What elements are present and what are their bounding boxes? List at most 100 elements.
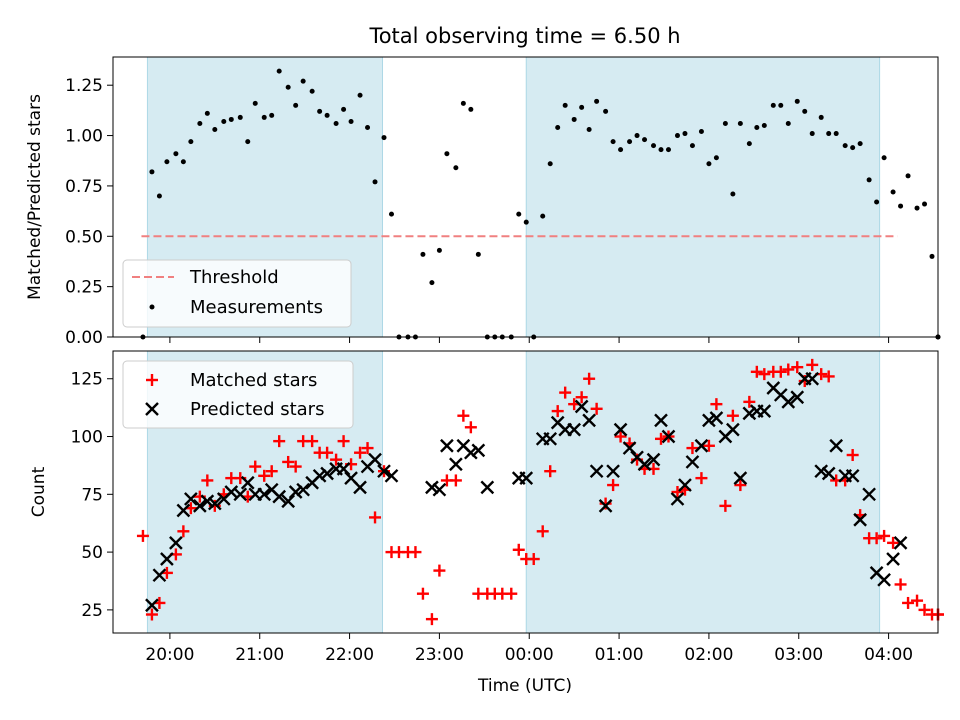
predicted-stars-point	[606, 464, 620, 479]
x-tick-label: 21:00	[235, 645, 284, 665]
top-subplot: 0.00 0.25 0.50 0.75 1.00 1.25 Total observing…	[25, 24, 941, 348]
predicted-stars-point	[449, 457, 463, 472]
predicted-stars-point	[814, 464, 829, 479]
measurement-point	[627, 139, 633, 145]
measurement-point	[365, 125, 371, 131]
measurement-point	[618, 147, 624, 153]
predicted-stars-point	[726, 422, 740, 437]
matched-stars-point	[409, 546, 422, 559]
matched-stars-point	[337, 435, 350, 448]
measurement-point	[794, 98, 800, 104]
matched-stars-point	[258, 469, 271, 482]
measurement-point	[173, 151, 179, 157]
matched-stars-point	[671, 486, 684, 498]
measurement-point	[833, 131, 839, 137]
matched-stars-point	[614, 430, 627, 443]
matched-stars-point	[464, 421, 477, 434]
measurement-point	[156, 193, 162, 199]
measurement-point	[778, 102, 784, 108]
predicted-stars-point	[862, 487, 876, 502]
bottom-legend: Matched stars Predicted stars	[122, 360, 354, 429]
matched-stars-point	[449, 474, 462, 487]
predicted-stars-point	[646, 452, 661, 467]
observing-span-2	[525, 350, 881, 634]
measurement-point	[341, 106, 347, 112]
predicted-stars-point	[145, 598, 159, 613]
legend-predicted-label: Predicted stars	[190, 399, 324, 420]
x-tick-label: 20:00	[145, 645, 194, 665]
matched-stars-point	[145, 608, 158, 621]
predicted-stars-point	[685, 455, 700, 469]
predicted-stars-point	[425, 480, 439, 495]
measurement-point	[212, 127, 218, 133]
matched-stars-point	[265, 465, 278, 478]
predicted-stars-point	[384, 468, 399, 483]
top-legend-box	[122, 259, 352, 328]
measurement-point	[228, 116, 234, 122]
matched-stars-point	[416, 587, 429, 600]
observing-span-2	[525, 56, 881, 338]
matched-stars-point	[551, 405, 564, 418]
measurement-point	[188, 139, 194, 145]
matched-stars-point	[887, 536, 900, 549]
measurement-point	[555, 125, 561, 131]
predicted-stars-point	[790, 390, 805, 405]
measurement-point	[261, 114, 267, 120]
matched-stars-point	[918, 603, 931, 616]
measurement-point	[579, 104, 585, 110]
predicted-stars-point	[272, 489, 287, 504]
measurement-point	[523, 219, 529, 225]
measurement-point	[468, 106, 474, 112]
predicted-stars-point	[471, 443, 486, 458]
predicted-stars-point	[519, 471, 534, 485]
predicted-stars-point	[207, 496, 222, 511]
measurement-point	[372, 179, 378, 185]
matched-stars-point	[878, 529, 891, 542]
measurement-point	[357, 92, 363, 98]
measurement-point	[730, 191, 736, 197]
measurement-point	[516, 211, 522, 217]
predicted-stars-point	[169, 536, 183, 550]
measurement-point	[324, 112, 330, 118]
y-tick-label: 75	[81, 485, 103, 505]
measurement-point	[929, 253, 935, 259]
matched-stars-point	[512, 543, 525, 556]
matched-stars-point	[695, 472, 708, 485]
bottom-plot-frame	[112, 350, 939, 634]
x-tick-label: 03:00	[774, 645, 823, 665]
measurement-point	[809, 131, 815, 137]
measurement-point	[586, 127, 592, 133]
x-tick-label: 04:00	[864, 645, 913, 665]
x-tick-label: 01:00	[595, 645, 644, 665]
y-tick-label: 0.00	[65, 328, 103, 348]
predicted-stars-point	[781, 395, 796, 409]
legend-matched-marker	[146, 374, 158, 386]
matched-stars-point	[734, 479, 747, 492]
measurement-point	[180, 159, 186, 165]
matched-stars-point	[536, 525, 549, 538]
matched-stars-point	[559, 386, 572, 399]
measurement-point	[444, 151, 450, 157]
measurement-point	[348, 118, 354, 124]
matched-stars-point	[822, 370, 835, 383]
measurement-point	[857, 141, 863, 147]
matched-stars-point	[505, 587, 518, 600]
predicted-stars-point	[377, 464, 391, 479]
top-y-axis-ticks: 0.00 0.25 0.50 0.75 1.00 1.25	[65, 76, 113, 348]
measurement-point	[429, 280, 435, 286]
bottom-y-axis-ticks: 25 50 75 100 125	[71, 370, 113, 621]
measurement-point	[642, 137, 648, 143]
predicted-stars-point	[613, 422, 628, 437]
top-plot-frame	[112, 56, 939, 338]
matched-stars-point	[544, 465, 557, 478]
measurement-point	[722, 120, 728, 126]
y-tick-label: 0.50	[65, 227, 103, 247]
matched-stars-point	[870, 532, 883, 545]
bottom-subplot: 25 50 75 100 125 20:00 21:00 22:00 23:00 00:00 01…	[29, 350, 944, 696]
measurement-point	[890, 189, 896, 195]
y-tick-label: 100	[71, 428, 103, 448]
matched-stars-point	[686, 442, 699, 455]
measurement-point	[540, 213, 546, 219]
x-axis-label: Time (UTC)	[477, 676, 572, 696]
